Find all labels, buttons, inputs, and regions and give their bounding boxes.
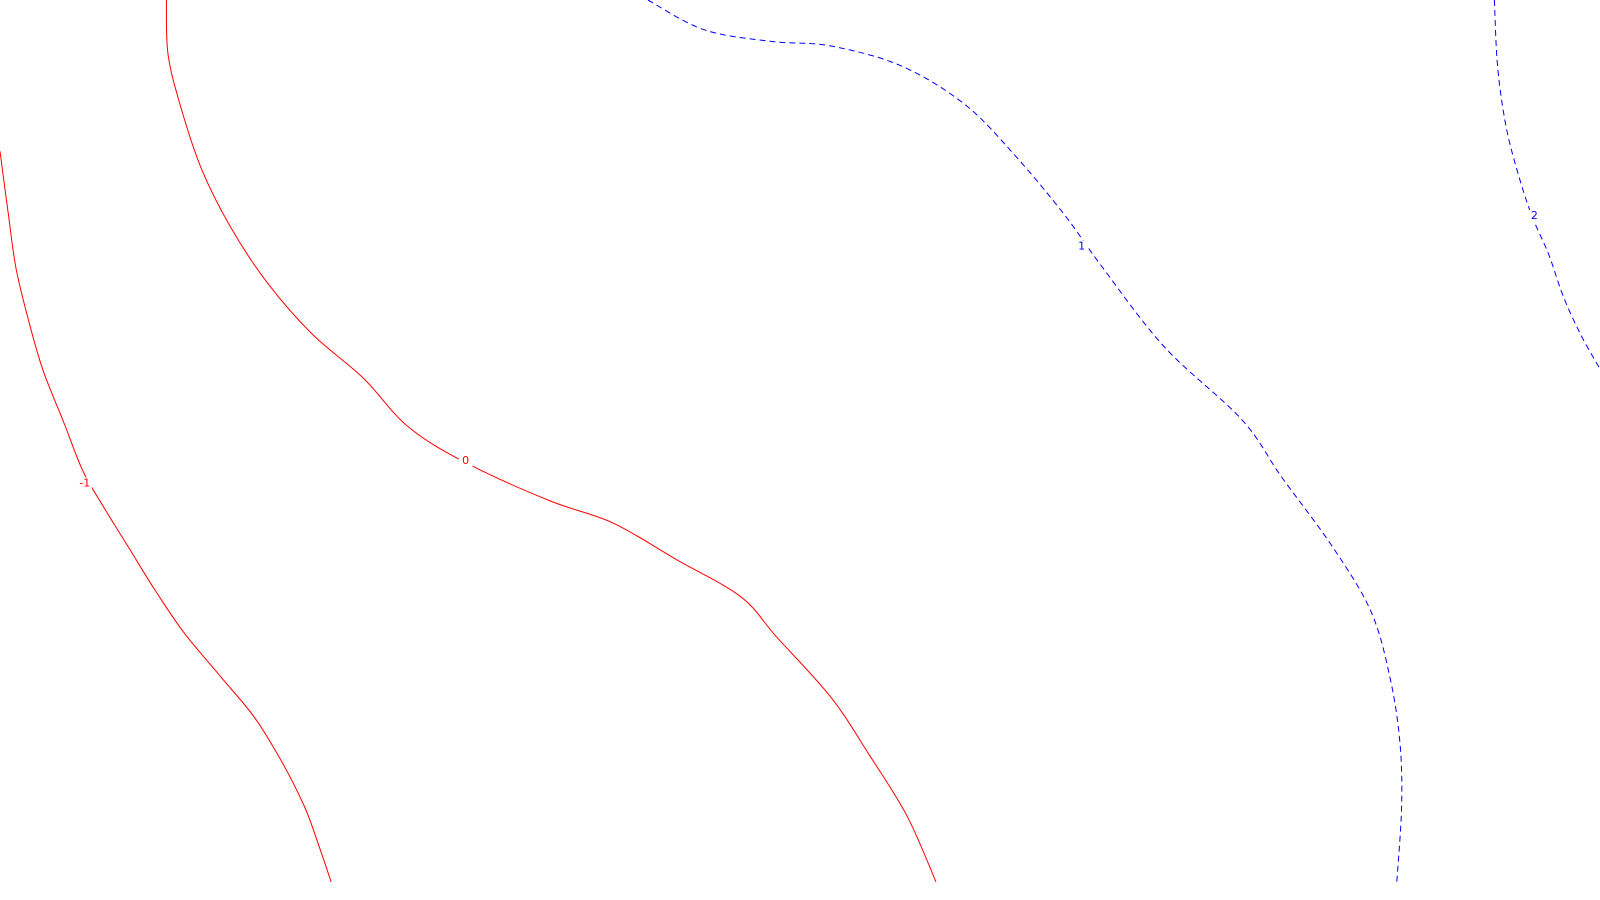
contour-line-2	[1493, 0, 1600, 370]
contour-label-bg	[1527, 210, 1542, 222]
contour-label-bg	[1074, 240, 1089, 253]
contour-label-1: 1	[1078, 240, 1085, 253]
contour-label-bg	[77, 477, 92, 490]
contour-line-neg1	[0, 151, 332, 883]
contour-line-0	[165, 0, 937, 883]
contour-label-0: 0	[462, 454, 469, 467]
contour-line-1	[647, 0, 1403, 883]
contour-label-neg1: -1	[79, 476, 90, 489]
contour-label-bg	[458, 454, 473, 467]
contour-labels: -1 0 1 2	[77, 209, 1542, 490]
contour-label-2: 2	[1531, 209, 1538, 222]
